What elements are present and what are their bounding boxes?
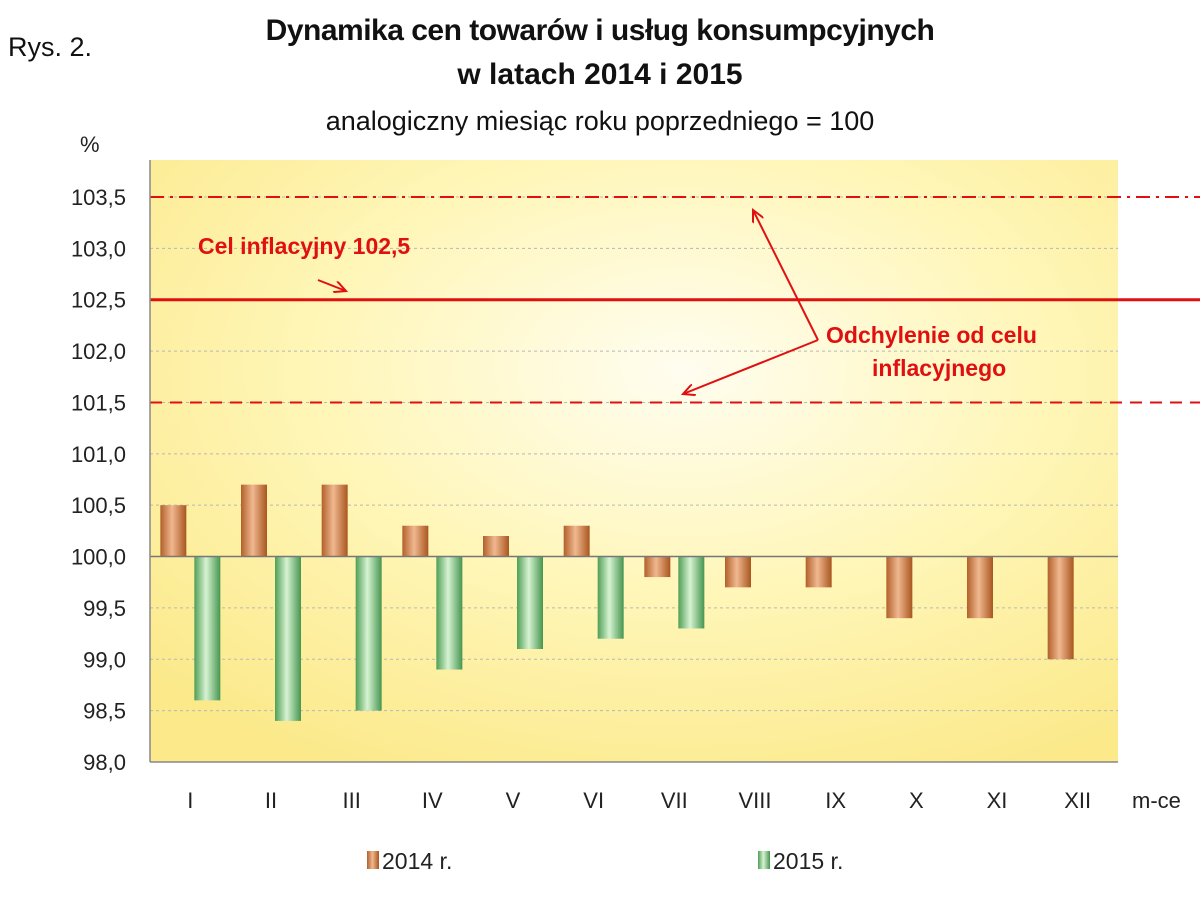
chart-title-line2: w latach 2014 i 2015 bbox=[457, 58, 743, 91]
bar-2014r-VI bbox=[563, 525, 590, 557]
y-tick-label: 99,0 bbox=[83, 647, 126, 672]
y-tick-label: 101,5 bbox=[71, 390, 126, 415]
y-tick-label: 100,5 bbox=[71, 493, 126, 518]
bar-2014r-II bbox=[241, 484, 267, 557]
x-tick-label: IV bbox=[422, 788, 443, 813]
bar-2014r-III bbox=[321, 484, 348, 557]
bar-2015r-II bbox=[275, 556, 301, 721]
bar-2014r-IV bbox=[402, 525, 429, 557]
bar-2014r-XII bbox=[1047, 556, 1074, 660]
bar-2014r-V bbox=[483, 536, 509, 557]
y-tick-label: 98,0 bbox=[83, 750, 126, 775]
target-annotation: Cel inflacyjny 102,5 bbox=[198, 233, 410, 259]
bar-2015r-IV bbox=[436, 556, 463, 670]
bar-2015r-I bbox=[194, 556, 221, 701]
legend-swatch-2015 bbox=[758, 851, 770, 869]
legend-swatch-2014 bbox=[367, 851, 379, 869]
y-tick-label: 100,0 bbox=[71, 545, 126, 570]
x-tick-label: VII bbox=[661, 788, 688, 813]
bar-2014r-X bbox=[886, 556, 913, 619]
y-tick-label: 103,0 bbox=[71, 236, 126, 261]
chart-subtitle: analogiczny miesiąc roku poprzedniego = … bbox=[325, 106, 875, 136]
x-tick-label: X bbox=[909, 788, 924, 813]
bar-2014r-VII bbox=[644, 556, 671, 578]
y-tick-label: 98,5 bbox=[83, 699, 126, 724]
x-tick-label: IX bbox=[825, 788, 846, 813]
x-tick-label: II bbox=[265, 788, 277, 813]
bar-2015r-VI bbox=[597, 556, 624, 639]
y-tick-label: 102,5 bbox=[71, 288, 126, 313]
y-tick-label: 102,0 bbox=[71, 339, 126, 364]
bar-2014r-IX bbox=[805, 556, 832, 588]
y-tick-label: 103,5 bbox=[71, 185, 126, 210]
bar-2015r-III bbox=[355, 556, 382, 711]
figure-label: Rys. 2. bbox=[8, 32, 93, 62]
y-tick-label: 99,5 bbox=[83, 596, 126, 621]
deviation-annotation-line2: inflacyjnego bbox=[872, 355, 1006, 381]
x-tick-label: III bbox=[342, 788, 360, 813]
bar-2014r-VIII bbox=[725, 556, 751, 588]
bar-2014r-I bbox=[160, 505, 187, 557]
plot-background bbox=[150, 160, 1118, 762]
deviation-arrow-down bbox=[683, 339, 819, 394]
legend-label-2014: 2014 r. bbox=[382, 848, 452, 874]
x-tick-label: V bbox=[506, 788, 521, 813]
target-arrow bbox=[317, 279, 346, 291]
y-axis-label: % bbox=[80, 132, 100, 157]
bar-2015r-VII bbox=[678, 556, 705, 629]
bar-2014r-XI bbox=[967, 556, 993, 619]
x-tick-label: I bbox=[187, 788, 193, 813]
x-tick-label: XI bbox=[987, 788, 1008, 813]
chart-title: Dynamika cen towarów i usług konsumpcyjn… bbox=[265, 14, 935, 47]
deviation-arrow-up bbox=[753, 210, 819, 341]
x-tick-label: VI bbox=[583, 788, 604, 813]
bar-2015r-V bbox=[517, 556, 543, 649]
x-axis-label: m-ce bbox=[1132, 788, 1181, 813]
deviation-annotation-line1: Odchylenie od celu bbox=[826, 322, 1037, 348]
legend-label-2015: 2015 r. bbox=[773, 848, 843, 874]
y-tick-label: 101,0 bbox=[71, 442, 126, 467]
x-tick-label: XII bbox=[1064, 788, 1091, 813]
x-tick-label: VIII bbox=[738, 788, 771, 813]
